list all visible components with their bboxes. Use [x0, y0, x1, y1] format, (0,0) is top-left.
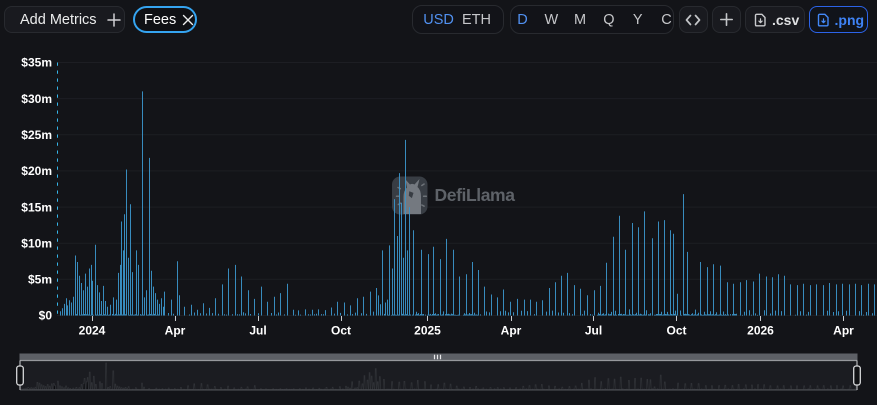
- svg-text:DefiLlama: DefiLlama: [435, 185, 516, 205]
- svg-text:$0: $0: [39, 309, 53, 323]
- svg-text:$10m: $10m: [21, 236, 52, 250]
- svg-text:Apr: Apr: [165, 324, 186, 338]
- svg-text:Jul: Jul: [249, 324, 266, 338]
- svg-text:$5m: $5m: [28, 273, 52, 287]
- svg-text:2024: 2024: [79, 324, 106, 338]
- svg-text:2026: 2026: [747, 324, 774, 338]
- svg-text:Jul: Jul: [585, 324, 602, 338]
- svg-text:$35m: $35m: [21, 56, 52, 70]
- svg-text:2025: 2025: [414, 324, 441, 338]
- svg-text:$25m: $25m: [21, 128, 52, 142]
- svg-text:Oct: Oct: [666, 324, 686, 338]
- svg-text:Oct: Oct: [331, 324, 351, 338]
- svg-text:Apr: Apr: [501, 324, 522, 338]
- svg-text:$30m: $30m: [21, 92, 52, 106]
- svg-text:$15m: $15m: [21, 200, 52, 214]
- svg-text:Apr: Apr: [833, 324, 854, 338]
- svg-text:$20m: $20m: [21, 164, 52, 178]
